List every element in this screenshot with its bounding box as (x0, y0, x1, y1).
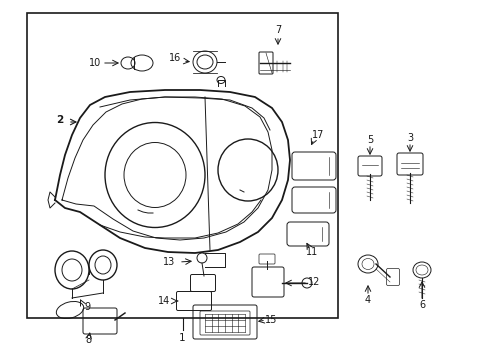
Text: 1: 1 (179, 333, 185, 343)
Text: 13: 13 (163, 257, 175, 267)
Text: 4: 4 (364, 295, 370, 305)
Bar (27, 13, 337, 318)
Text: 5: 5 (366, 135, 372, 145)
Text: 8: 8 (85, 335, 91, 345)
Text: 6: 6 (418, 300, 424, 310)
Text: 10: 10 (89, 58, 101, 68)
Text: 16: 16 (168, 53, 181, 63)
Text: 3: 3 (406, 133, 412, 143)
Text: 2: 2 (56, 115, 63, 125)
Text: 7: 7 (274, 25, 281, 35)
Text: 12: 12 (307, 277, 320, 287)
Text: 11: 11 (305, 247, 318, 257)
Text: 17: 17 (311, 130, 324, 140)
Text: 15: 15 (264, 315, 277, 325)
Text: 9: 9 (84, 302, 90, 312)
Text: 14: 14 (158, 296, 170, 306)
